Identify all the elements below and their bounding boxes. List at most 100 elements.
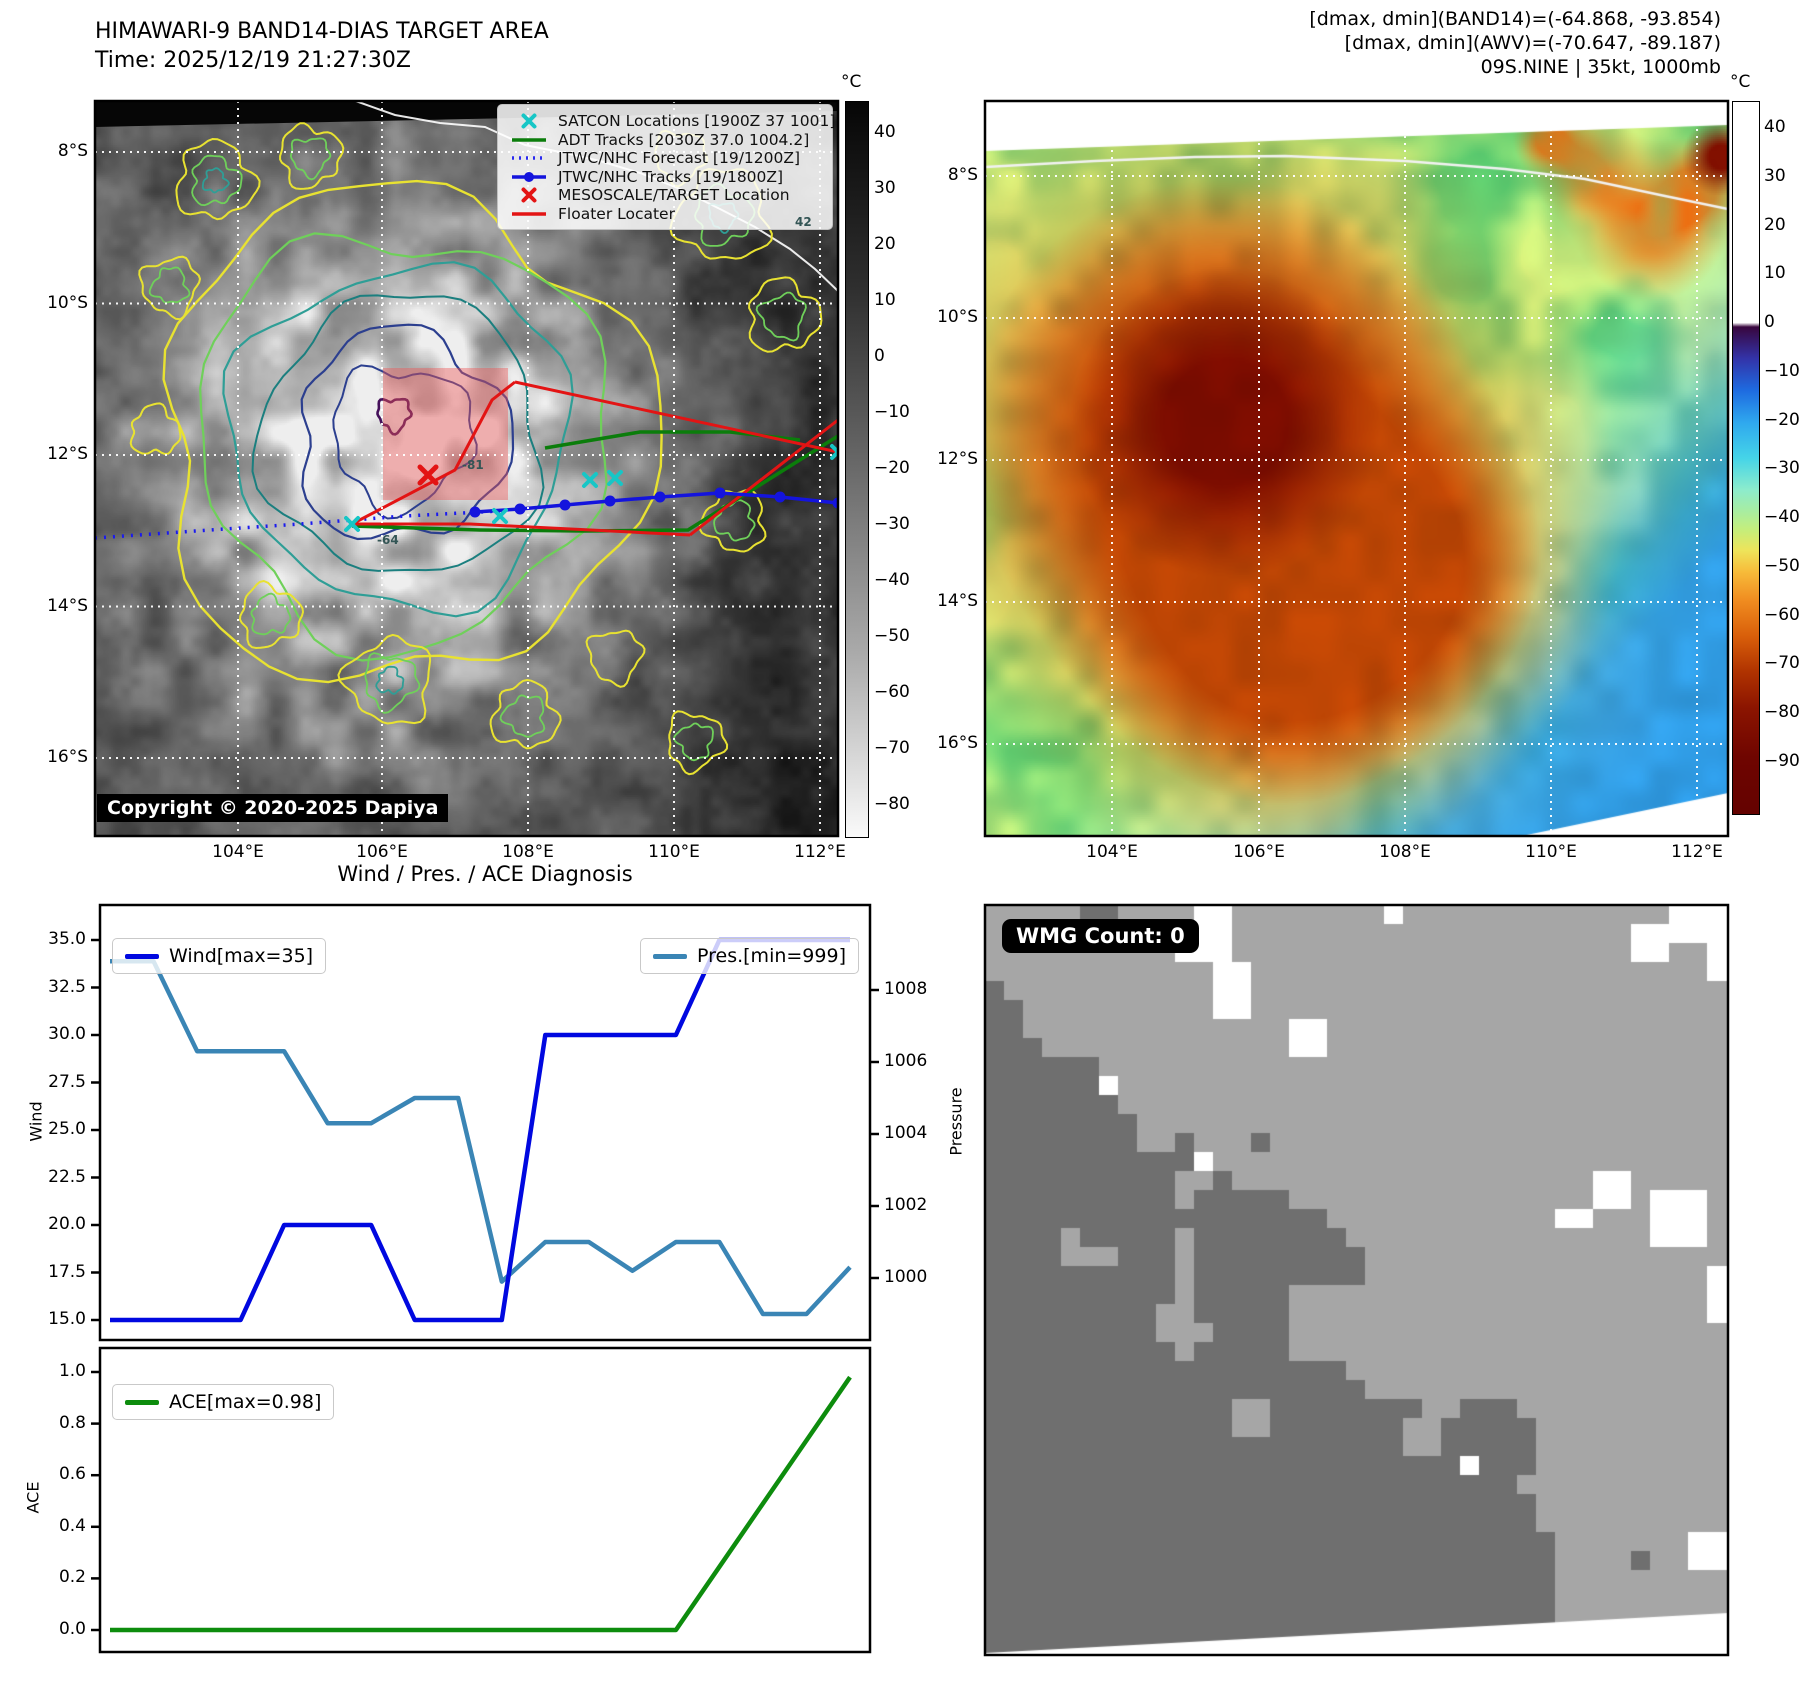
map2-ytick-label: 14°S — [937, 591, 978, 611]
legend-label: Pres.[min=999] — [697, 945, 846, 967]
wind-ytick-label: 27.5 — [48, 1071, 86, 1092]
awv-header-line3: 09S.NINE | 35kt, 1000mb — [1480, 56, 1721, 78]
awv-colorbar-unit: °C — [1730, 72, 1751, 92]
map1-ytick-label: 14°S — [47, 595, 88, 616]
awv-colorbar-tick: 30 — [1764, 165, 1786, 186]
floater-track — [351, 380, 516, 526]
map1-xtick-label: 112°E — [794, 842, 846, 862]
wind-ytick-label: 22.5 — [48, 1166, 86, 1187]
legend-row: JTWC/NHC Tracks [19/1800Z] — [498, 168, 832, 187]
wmg-panel-border — [983, 903, 1730, 1657]
band14-map-legend: SATCON Locations [1900Z 37 1001] ADT Trac… — [497, 104, 835, 230]
pressure-ytick-label: 1002 — [884, 1195, 928, 1215]
wind-ytick-label: 20.0 — [48, 1214, 86, 1234]
ace-legend: ACE[max=0.98] — [112, 1384, 335, 1420]
ir-contour — [489, 678, 562, 750]
wind-ytick-label: 15.0 — [48, 1309, 86, 1329]
ir-contour — [138, 255, 202, 321]
x-marker-icon — [521, 113, 537, 129]
pressure-ytick-label: 1006 — [884, 1051, 928, 1071]
awv-map-image — [985, 101, 1728, 836]
awv-colorbar-tick: −80 — [1764, 702, 1800, 722]
target-area-box — [383, 368, 508, 500]
ir-contour — [364, 652, 421, 714]
x-marker — [582, 472, 598, 488]
map2-ytick-label: 8°S — [947, 165, 978, 185]
wmg-count-badge: WMG Count: 0 — [1002, 919, 1199, 953]
ir-contour — [199, 232, 608, 662]
legend-label: JTWC/NHC Tracks [19/1800Z] — [558, 167, 784, 186]
legend-label: Floater Locater — [558, 204, 675, 223]
line-sample-icon — [512, 171, 546, 182]
pressure-line — [110, 958, 852, 1317]
band14-colorbar-tick: 10 — [874, 290, 896, 310]
contour-label: -64 — [377, 533, 399, 547]
band14-colorbar-unit: °C — [841, 72, 862, 92]
legend-row: SATCON Locations [1900Z 37 1001] — [498, 112, 835, 131]
map1-xtick-label: 104°E — [212, 842, 264, 862]
map1-xtick-label: 108°E — [502, 842, 554, 862]
ir-contour — [222, 261, 575, 618]
floater-track — [689, 418, 838, 537]
legend-row: Floater Locater — [498, 205, 832, 224]
floater-track — [514, 380, 838, 454]
wind-ytick-label: 32.5 — [48, 976, 86, 997]
line-sample-icon — [512, 212, 546, 216]
band14-colorbar-tick: −10 — [874, 402, 910, 422]
band14-colorbar-tick: −30 — [874, 514, 910, 534]
legend-label: Wind[max=35] — [169, 945, 314, 967]
awv-colorbar-tick: 10 — [1764, 263, 1786, 284]
ir-contour — [129, 402, 182, 456]
wind-ytick-label: 30.0 — [48, 1024, 86, 1044]
map1-xtick-label: 106°E — [356, 842, 408, 862]
awv-colorbar-tick: −10 — [1764, 360, 1800, 381]
x-marker — [607, 470, 623, 486]
diagnosis-title: Wind / Pres. / ACE Diagnosis — [337, 862, 633, 886]
map1-xtick-label: 110°E — [648, 842, 700, 862]
map2-ytick-label: 10°S — [937, 307, 978, 327]
jtwc-track-point — [654, 491, 666, 503]
legend-label: ADT Tracks [2030Z 37.0 1004.2] — [558, 130, 810, 149]
ir-contour — [748, 276, 823, 353]
ir-contour — [289, 137, 332, 181]
ir-contour — [148, 266, 191, 304]
ir-contour — [332, 364, 478, 520]
band14-colorbar-tick: 30 — [874, 178, 896, 198]
ir-contour — [238, 579, 305, 650]
line-sample-icon — [512, 156, 546, 160]
awv-colorbar-tick: −20 — [1764, 409, 1800, 430]
ir-contour — [175, 137, 261, 221]
map1-ytick-label: 16°S — [47, 747, 88, 767]
x-marker — [521, 113, 537, 129]
ir-contour — [668, 710, 729, 776]
band14-colorbar-tick: 20 — [874, 234, 896, 254]
map2-xtick-label: 106°E — [1233, 842, 1285, 862]
map2-xtick-label: 110°E — [1525, 842, 1577, 862]
x-marker — [417, 464, 439, 486]
legend-label: ACE[max=0.98] — [169, 1391, 322, 1413]
ir-contour — [585, 629, 646, 688]
ace-ytick-label: 0.6 — [58, 1464, 86, 1485]
awv-header-line1: [dmax, dmin](BAND14)=(-64.868, -93.854) — [1309, 8, 1721, 30]
pressure-ytick-label: 1000 — [884, 1267, 928, 1287]
band14-colorbar-tick: −20 — [874, 458, 910, 478]
ir-contour — [376, 397, 413, 436]
ace-ytick-label: 1.0 — [58, 1361, 86, 1381]
awv-colorbar-tick: −90 — [1764, 750, 1800, 771]
band14-time: Time: 2025/12/19 21:27:30Z — [95, 48, 411, 73]
ir-contour — [191, 154, 243, 207]
map1-ytick-label: 10°S — [47, 292, 88, 313]
awv-colorbar-tick: −50 — [1764, 555, 1800, 576]
jtwc-track-point — [559, 499, 571, 511]
awv-colorbar-tick: −30 — [1764, 458, 1800, 479]
contour-label: -81 — [462, 458, 484, 472]
jtwc-track-point — [604, 495, 616, 507]
legend-line-icon — [125, 953, 159, 959]
ir-contour — [279, 122, 345, 190]
legend-line-icon — [125, 1399, 159, 1405]
wind-ytick-label: 35.0 — [48, 929, 86, 949]
awv-colorbar-tick: 20 — [1764, 214, 1786, 235]
jtwc-track-point — [774, 491, 786, 503]
jtwc-forecast-track — [95, 509, 501, 540]
band14-colorbar-tick: 0 — [874, 346, 885, 366]
